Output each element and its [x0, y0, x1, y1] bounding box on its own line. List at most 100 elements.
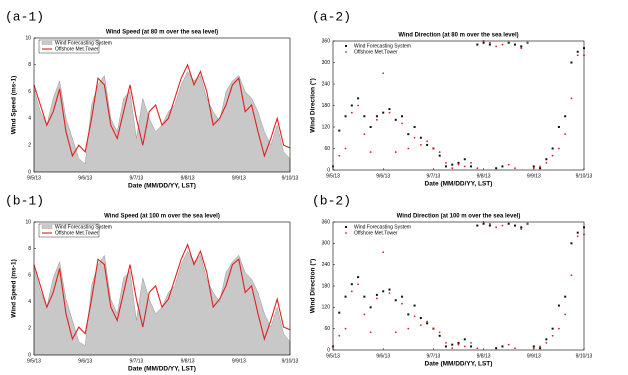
point: [338, 129, 341, 132]
point: [388, 292, 391, 295]
y-axis-label: Wind Direction (°): [309, 78, 317, 133]
y-tick-label: 120: [322, 124, 331, 130]
point: [476, 167, 479, 170]
point: [558, 147, 560, 150]
point: [520, 47, 523, 50]
point: [539, 345, 541, 348]
y-tick-label: 60: [324, 326, 330, 332]
point: [501, 224, 504, 227]
point: [551, 154, 554, 157]
point: [545, 341, 548, 344]
point: [394, 299, 397, 302]
point: [407, 147, 410, 150]
y-tick-label: 6: [28, 89, 31, 95]
point: [445, 341, 447, 344]
point: [363, 313, 366, 316]
point: [382, 290, 385, 293]
point: [350, 283, 353, 286]
legend-label: Wind Forecasting System: [354, 224, 411, 230]
point: [539, 167, 542, 170]
legend-swatch: [345, 226, 347, 228]
point: [382, 72, 385, 75]
x-tick-label: 9/8/13: [477, 353, 491, 359]
point: [488, 41, 491, 44]
point: [539, 165, 541, 168]
point: [532, 345, 535, 348]
point: [501, 345, 504, 348]
point: [564, 313, 567, 316]
x-axis-label: Date (MM/DD/YY, LST): [425, 361, 493, 368]
point: [444, 165, 447, 168]
point: [394, 151, 397, 153]
plot-frame: [332, 40, 585, 171]
point: [457, 341, 460, 344]
y-tick-label: 8: [28, 62, 31, 68]
point: [419, 136, 422, 139]
x-tick-label: 9/8/13: [181, 175, 195, 181]
legend-swatch: [41, 225, 53, 229]
point: [495, 347, 498, 350]
point: [344, 147, 347, 150]
point: [350, 290, 353, 293]
point: [470, 345, 473, 348]
y-tick-label: 8: [28, 246, 31, 252]
y-tick-label: 360: [322, 219, 331, 225]
chart-title: Wind Direction (at 80 m over the sea lev…: [398, 33, 518, 39]
point: [369, 306, 372, 309]
point: [401, 295, 404, 298]
point: [513, 43, 516, 46]
point: [350, 111, 353, 114]
point: [413, 304, 416, 307]
point: [570, 97, 573, 100]
point: [394, 331, 397, 334]
point: [407, 133, 410, 136]
point: [357, 104, 359, 107]
x-tick-label: 9/8/13: [477, 173, 491, 179]
y-tick-label: 10: [25, 219, 31, 225]
x-tick-label: 9/10/13: [576, 173, 593, 179]
y-tick-label: 300: [322, 241, 331, 247]
point: [513, 224, 516, 227]
y-tick-label: 0: [327, 167, 330, 173]
point: [570, 274, 573, 277]
point: [376, 297, 378, 300]
point: [388, 111, 391, 114]
point: [564, 133, 567, 136]
y-axis-label: Wind Direction (°): [309, 259, 317, 314]
point: [451, 347, 454, 350]
point: [357, 97, 360, 100]
point: [382, 111, 385, 114]
point: [551, 327, 554, 330]
point: [545, 158, 548, 161]
point: [570, 242, 573, 245]
y-tick-label: 60: [324, 146, 330, 152]
y-tick-label: 240: [322, 81, 331, 87]
point: [476, 43, 479, 46]
point: [463, 345, 466, 348]
point: [495, 167, 498, 170]
point: [426, 140, 429, 143]
point: [457, 163, 460, 166]
point: [413, 126, 416, 128]
point: [476, 347, 479, 350]
point: [426, 143, 429, 146]
x-tick-label: 9/8/13: [181, 358, 195, 364]
point: [413, 315, 416, 318]
point: [470, 161, 472, 164]
chart-title: Wind Direction (at 100 m over the sea le…: [397, 214, 521, 220]
point: [444, 345, 447, 348]
x-axis-label: Date (MM/DD/YY, LST): [128, 366, 196, 373]
point: [369, 331, 372, 334]
legend-swatch: [345, 232, 347, 234]
point: [375, 293, 378, 296]
panel-label: (b-2): [312, 193, 351, 208]
point: [426, 320, 429, 323]
point: [338, 154, 341, 157]
legend-label: Offshore Met.Tower: [55, 230, 99, 236]
y-tick-label: 6: [28, 273, 31, 279]
point: [488, 224, 491, 227]
point: [501, 43, 504, 46]
legend-swatch: [41, 41, 53, 45]
point: [532, 167, 535, 170]
x-tick-label: 9/7/13: [129, 358, 143, 364]
